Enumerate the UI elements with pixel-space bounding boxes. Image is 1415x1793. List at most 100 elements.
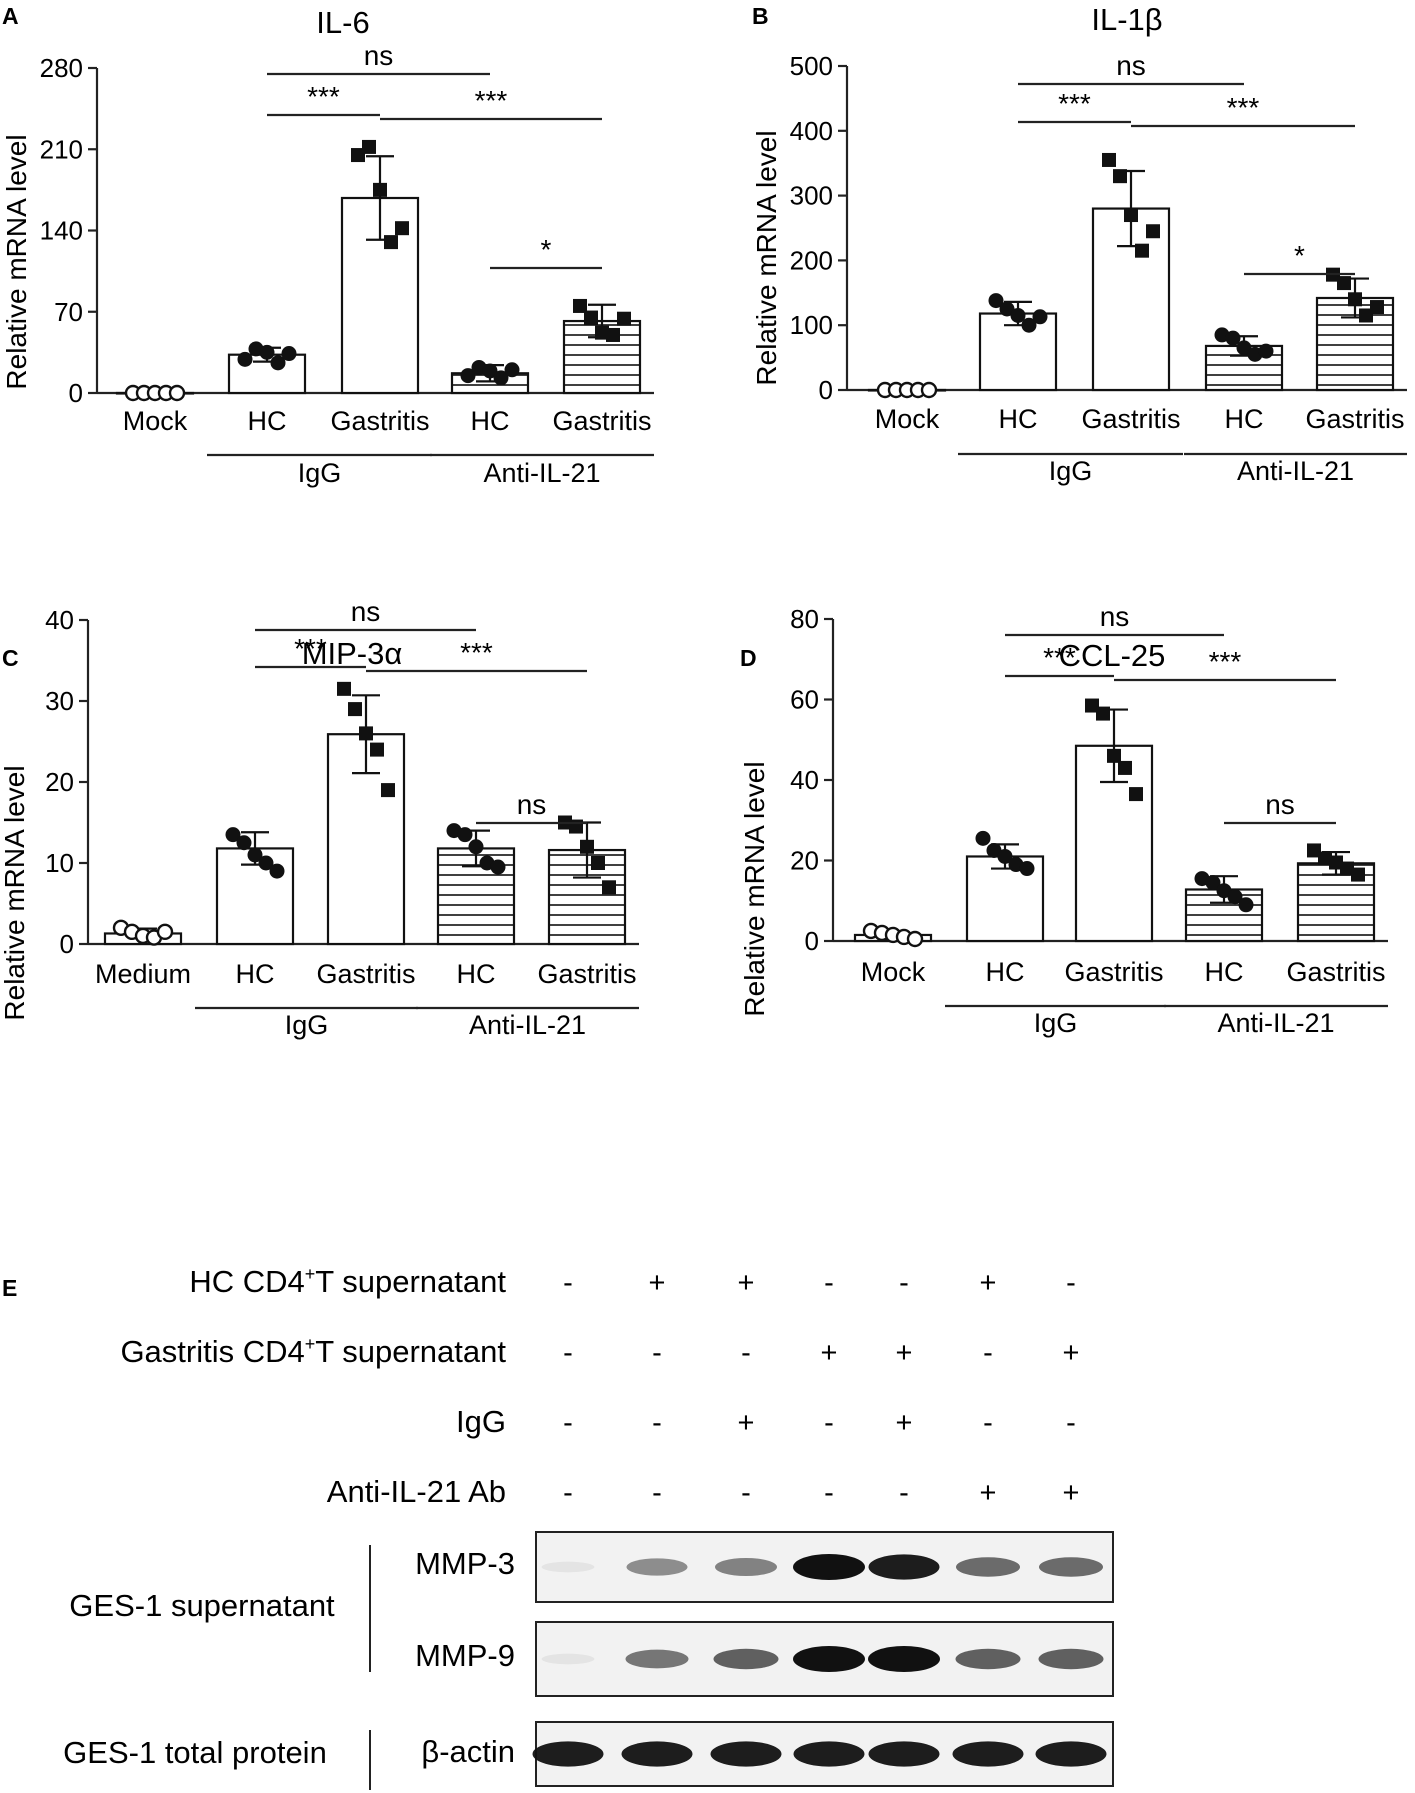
x-tick-label: HC <box>1205 957 1244 987</box>
data-point <box>1032 309 1048 325</box>
data-point <box>1329 855 1343 870</box>
lane-mark: - <box>824 1477 834 1509</box>
data-point <box>906 930 924 948</box>
significance-label: ns <box>1116 50 1146 81</box>
x-tick-label: Gastritis <box>552 406 651 436</box>
blot-band <box>1035 1741 1107 1767</box>
blot-band <box>713 1648 779 1670</box>
y-tick-label: 0 <box>819 375 833 405</box>
y-tick-label: 80 <box>790 604 819 634</box>
data-point <box>370 742 384 757</box>
data-point <box>236 835 252 851</box>
data-point <box>270 355 286 371</box>
lane-mark: - <box>741 1477 751 1509</box>
blot-band <box>793 1646 865 1672</box>
significance-label: *** <box>1209 646 1242 677</box>
significance-label: ns <box>517 789 547 820</box>
blot-band <box>541 1561 595 1573</box>
x-tick-label: Medium <box>95 959 191 989</box>
lane-mark: - <box>563 1407 573 1439</box>
y-tick-label: 40 <box>790 765 819 795</box>
data-point <box>156 923 174 941</box>
data-point <box>1118 760 1132 775</box>
data-point <box>606 327 620 342</box>
blot-band <box>793 1554 865 1580</box>
group-label: IgG <box>1034 1008 1078 1038</box>
significance-label: *** <box>460 637 493 668</box>
lane-mark: - <box>652 1407 662 1439</box>
y-tick-label: 20 <box>790 846 819 876</box>
data-point <box>975 830 991 846</box>
treatment-label: Anti-IL-21 Ab <box>327 1474 506 1509</box>
blot-band <box>868 1646 940 1672</box>
data-point <box>348 702 362 717</box>
data-point <box>351 148 365 163</box>
y-tick-label: 40 <box>45 605 74 635</box>
panel-letter: C <box>2 645 19 671</box>
data-point <box>1307 843 1321 858</box>
chart-ccl25: CCL-25 Relative mRNA level 0 20 40 60 80 Mock… <box>739 601 1388 1038</box>
y-tick-label: 0 <box>60 929 74 959</box>
y-axis-label: Relative mRNA level <box>0 765 30 1020</box>
data-point <box>1258 343 1274 359</box>
data-point <box>1216 883 1232 899</box>
y-tick-label: 70 <box>54 297 83 327</box>
x-tick-label: Gastritis <box>537 959 636 989</box>
y-tick-label: 300 <box>790 181 833 211</box>
chart-il1b: IL-1β Relative mRNA level 0 100 200 300 400 5… <box>751 2 1407 486</box>
group-label: IgG <box>285 1010 329 1040</box>
y-tick-label: 280 <box>40 53 83 83</box>
data-point <box>381 783 395 798</box>
significance-label: ns <box>351 596 381 627</box>
data-point <box>997 848 1013 864</box>
x-tick-label: HC <box>986 957 1025 987</box>
blot-band <box>952 1741 1024 1767</box>
data-point <box>1236 340 1252 356</box>
data-point <box>362 139 376 154</box>
significance-label: ns <box>1265 789 1295 820</box>
section-label: GES-1 supernatant <box>69 1588 335 1623</box>
blot-row-label: MMP-9 <box>415 1638 515 1673</box>
data-point <box>1113 169 1127 184</box>
data-point <box>384 235 398 250</box>
blot-band <box>956 1557 1020 1577</box>
lane-mark: + <box>896 1337 913 1369</box>
data-point <box>269 863 285 879</box>
treatment-label: Gastritis CD4+T supernatant <box>120 1334 506 1369</box>
chart-title: CCL-25 <box>1059 638 1166 673</box>
x-tick-label: HC <box>1225 404 1264 434</box>
blot-band <box>793 1741 865 1767</box>
x-tick-label: HC <box>457 959 496 989</box>
significance-label: ns <box>1100 601 1130 632</box>
lane-mark: - <box>563 1477 573 1509</box>
data-point <box>1129 787 1143 802</box>
panel-letter: E <box>2 1275 17 1301</box>
blot-band <box>715 1558 777 1576</box>
x-tick-label: Gastritis <box>1305 404 1404 434</box>
data-point <box>569 819 583 834</box>
blot-band <box>532 1741 604 1767</box>
group-label: IgG <box>298 458 342 488</box>
data-point <box>1019 861 1035 877</box>
y-tick-label: 400 <box>790 116 833 146</box>
data-point <box>1370 300 1384 315</box>
lane-mark: + <box>896 1407 913 1439</box>
x-tick-label: HC <box>236 959 275 989</box>
section-label: GES-1 total protein <box>63 1735 327 1770</box>
group-label: Anti-IL-21 <box>483 458 600 488</box>
data-point <box>1085 698 1099 713</box>
significance-label: *** <box>1043 642 1076 673</box>
lane-mark: - <box>899 1477 909 1509</box>
lane-mark: - <box>983 1407 993 1439</box>
data-point <box>258 855 274 871</box>
x-tick-label: Gastritis <box>1064 957 1163 987</box>
data-point <box>988 293 1004 309</box>
data-point <box>493 370 509 386</box>
data-point <box>468 839 484 855</box>
data-point <box>1337 276 1351 291</box>
data-point <box>259 344 275 360</box>
data-point <box>395 221 409 236</box>
significance-label: *** <box>1227 92 1260 123</box>
treatment-label: IgG <box>456 1404 506 1439</box>
